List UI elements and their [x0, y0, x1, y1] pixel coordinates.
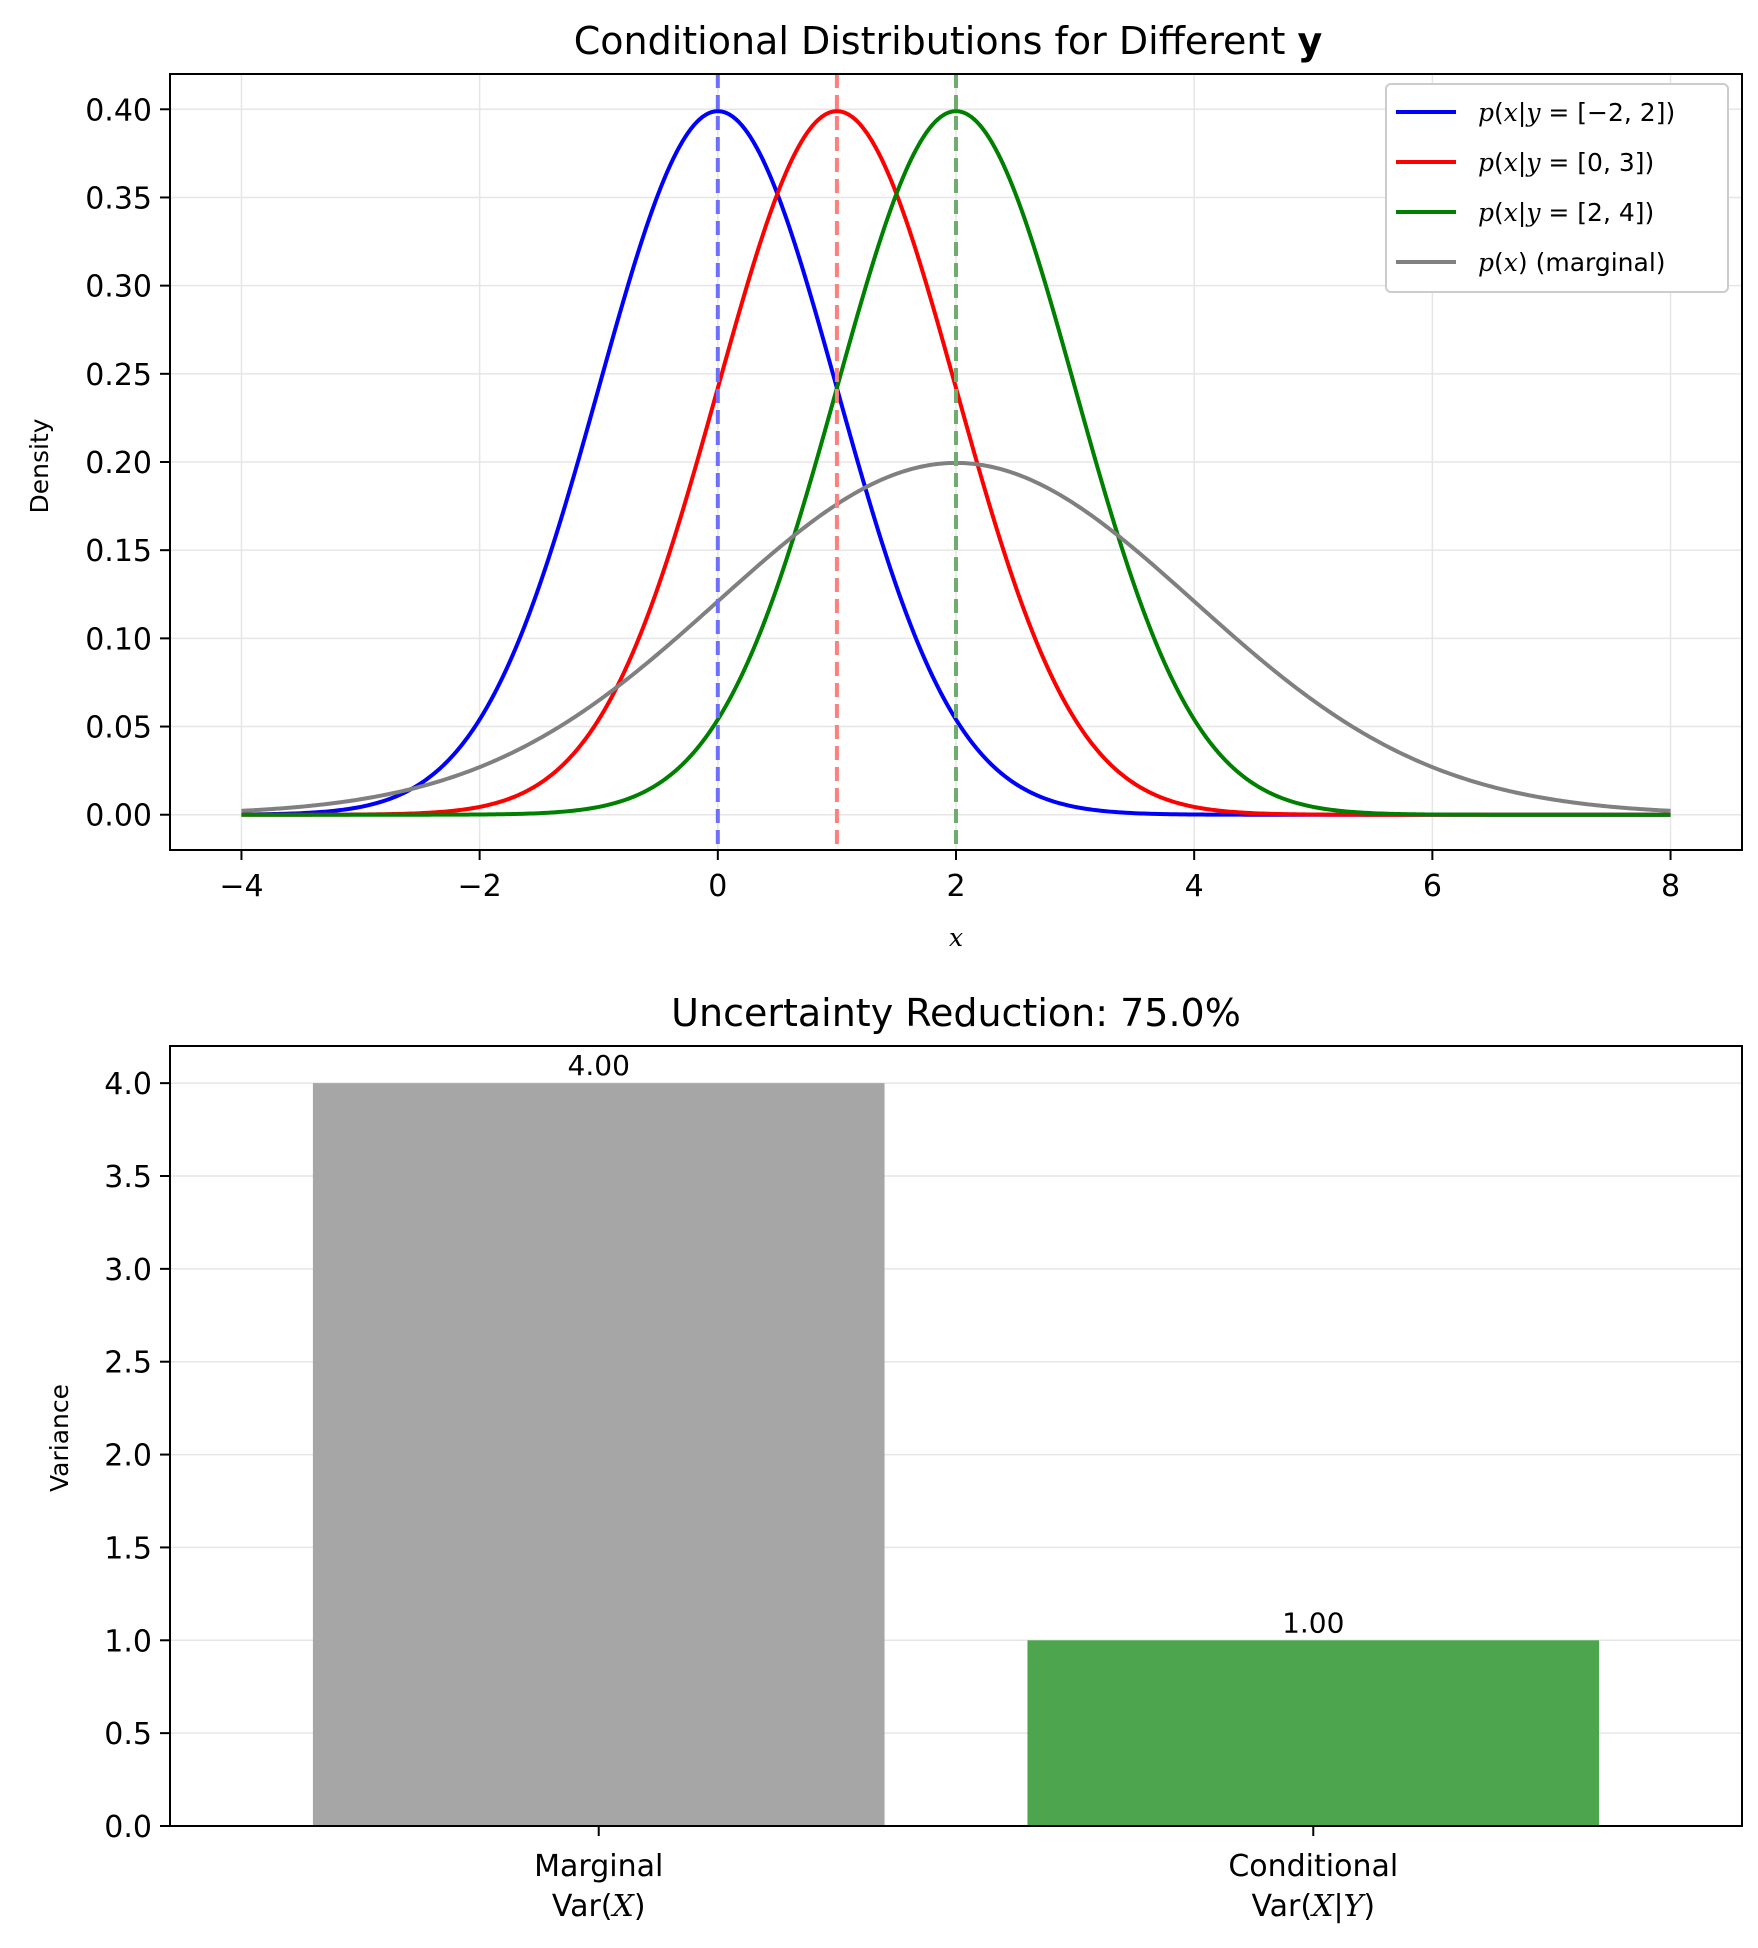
density-x-axis-label: x [949, 923, 963, 952]
density-y-tick-label: 0.35 [85, 181, 152, 216]
variance-bar-value-label: 4.00 [568, 1049, 630, 1082]
density-y-axis: 0.00 0.05 0.10 0.15 0.20 0.25 0.30 0.35 0.40 [85, 93, 170, 834]
variance-chart: Uncertainty Reduction: 75.0% 4.00 1.00 0.… [45, 991, 1743, 1924]
density-y-tick-label: 0.40 [85, 93, 152, 128]
variance-y-tick-label: 3.5 [104, 1160, 152, 1195]
legend-entry-1: p(x|y = [−2, 2]) [1478, 98, 1675, 127]
variance-x-tick-label-line2: Var(X|Y) [1251, 1889, 1375, 1924]
legend-entry-4: p(x) (marginal) [1478, 248, 1666, 277]
density-y-tick-label: 0.10 [85, 622, 152, 657]
density-y-tick-label: 0.05 [85, 711, 152, 746]
variance-bar-marginal [312, 1083, 885, 1826]
density-y-tick-label: 0.20 [85, 446, 152, 481]
legend-entry-2: p(x|y = [0, 3]) [1478, 148, 1654, 177]
density-x-tick-label: −2 [458, 869, 502, 904]
variance-chart-title: Uncertainty Reduction: 75.0% [671, 991, 1241, 1035]
density-x-tick-label: −4 [219, 869, 263, 904]
density-chart: Conditional Distributions for Different … [25, 19, 1743, 952]
density-x-tick-label: 0 [708, 869, 727, 904]
variance-bar-value-label: 1.00 [1282, 1606, 1344, 1639]
variance-y-tick-label: 0.5 [104, 1717, 152, 1752]
density-x-tick-label: 8 [1661, 869, 1680, 904]
variance-x-tick-label-line2: Var(X) [552, 1889, 646, 1924]
variance-y-tick-label: 2.5 [104, 1346, 152, 1381]
variance-x-tick-label-line1: Conditional [1228, 1849, 1398, 1884]
legend-entry-3: p(x|y = [2, 4]) [1478, 198, 1654, 227]
variance-y-axis-label: Variance [45, 1384, 74, 1492]
density-x-tick-label: 4 [1185, 869, 1204, 904]
variance-plot-frame [169, 1045, 1743, 1827]
density-y-axis-label: Density [25, 418, 54, 513]
density-y-tick-label: 0.30 [85, 270, 152, 305]
density-y-tick-label: 0.25 [85, 358, 152, 393]
legend-frame [1385, 83, 1729, 293]
density-x-axis: −4 −2 0 2 4 6 8 [219, 850, 1680, 904]
density-curve-conditional-3 [241, 109, 1671, 817]
variance-y-axis: 0.0 0.5 1.0 1.5 2.0 2.5 3.0 3.5 4.0 [104, 1067, 170, 1845]
variance-x-tick-label-line1: Marginal [534, 1849, 663, 1884]
variance-y-tick-label: 2.0 [104, 1439, 152, 1474]
variance-bar-conditional [1027, 1640, 1600, 1826]
variance-y-tick-label: 3.0 [104, 1253, 152, 1288]
variance-x-axis: Marginal Var(X) Conditional Var(X|Y) [534, 1826, 1398, 1924]
density-x-tick-label: 6 [1423, 869, 1442, 904]
variance-y-tick-label: 0.0 [104, 1810, 152, 1845]
density-chart-title: Conditional Distributions for Different … [574, 19, 1323, 63]
variance-y-tick-label: 4.0 [104, 1067, 152, 1102]
density-y-tick-label: 0.00 [85, 799, 152, 834]
variance-y-tick-label: 1.5 [104, 1531, 152, 1566]
variance-y-tick-label: 1.0 [104, 1624, 152, 1659]
variance-bars: 4.00 1.00 [312, 1049, 1600, 1826]
density-x-tick-label: 2 [946, 869, 965, 904]
density-mean-lines [715, 74, 958, 850]
density-y-tick-label: 0.15 [85, 534, 152, 569]
density-legend: p(x|y = [−2, 2]) p(x|y = [0, 3]) p(x|y = [… [1385, 83, 1729, 293]
